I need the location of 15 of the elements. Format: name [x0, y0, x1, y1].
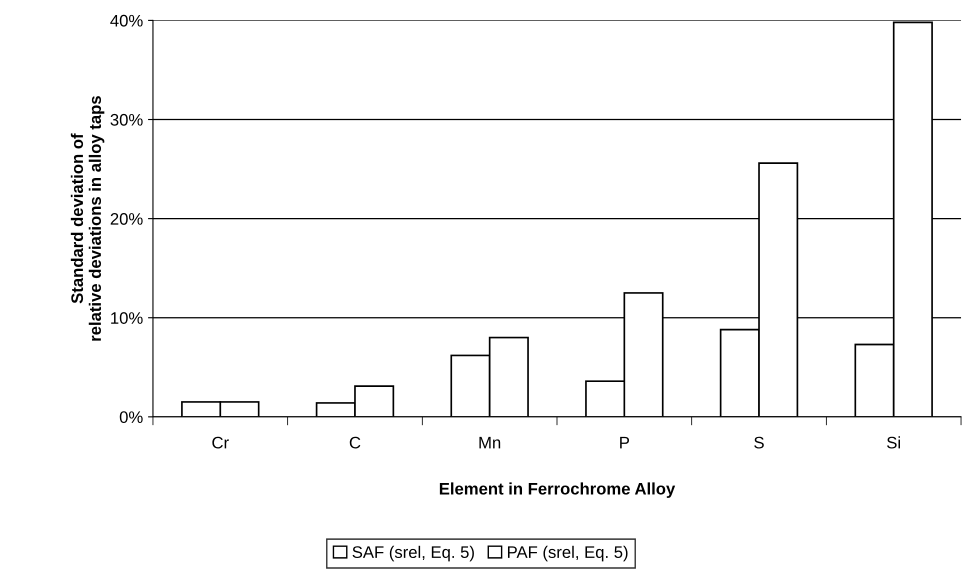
legend-label: SAF (srel, Eq. 5): [352, 546, 474, 562]
x-tick-label: C: [350, 436, 360, 449]
x-tick-label: Mn: [479, 436, 500, 448]
x-tick-label: Cr: [212, 436, 229, 449]
y-tick-label: 30%: [110, 114, 143, 126]
y-tick-label: 20%: [110, 213, 143, 225]
x-tick-label: P: [620, 436, 630, 448]
x-axis-title: Element in Ferrochrome Alloy: [440, 482, 676, 498]
x-tick-label: S: [754, 436, 764, 449]
y-axis-title: Standard deviation of relative deviations in alloy taps: [70, 96, 104, 341]
y-tick-label: 10%: [111, 312, 143, 324]
y-tick-label: 0%: [120, 411, 143, 424]
y-tick-label: 40%: [110, 14, 143, 27]
x-tick-label: Si: [887, 436, 900, 449]
legend-label: PAF (srel, Eq. 5): [508, 546, 628, 562]
